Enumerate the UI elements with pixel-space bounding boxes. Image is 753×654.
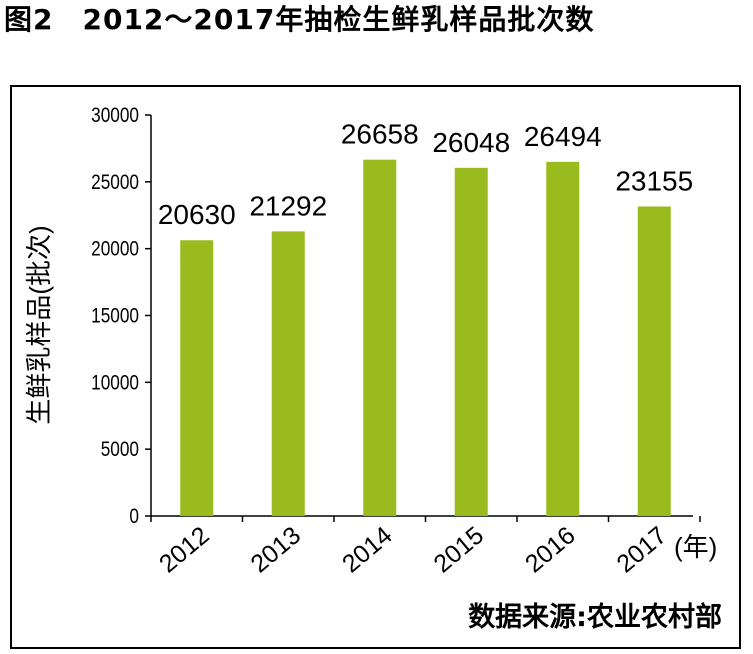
bar bbox=[454, 167, 488, 516]
y-tick-label: 10000 bbox=[91, 372, 139, 395]
x-tick-label: 2016 bbox=[520, 521, 581, 578]
y-tick-label: 0 bbox=[129, 506, 139, 529]
x-axis: 2012 2013 2014 2015 2016 2017 bbox=[150, 515, 701, 578]
x-tick-label: 2017 bbox=[611, 521, 672, 578]
y-axis-title: 生鲜乳样品(批次) bbox=[24, 225, 54, 424]
y-tick-label: 25000 bbox=[91, 171, 139, 194]
bar bbox=[271, 231, 305, 517]
figure-title: 图2 2012～2017年抽检生鲜乳样品批次数 bbox=[4, 3, 595, 36]
bar bbox=[180, 240, 214, 516]
x-tick-label: 2013 bbox=[245, 521, 306, 578]
data-source-note: 数据来源:农业农村部 bbox=[468, 601, 722, 633]
y-tick-label: 30000 bbox=[91, 105, 139, 128]
x-tick-label: 2014 bbox=[337, 521, 398, 578]
bar bbox=[363, 159, 397, 517]
data-label: 21292 bbox=[249, 190, 327, 221]
y-tick-label: 15000 bbox=[91, 305, 139, 328]
data-label: 26048 bbox=[432, 127, 510, 158]
data-label: 20630 bbox=[158, 199, 236, 230]
y-tick-label: 20000 bbox=[91, 238, 139, 261]
bar bbox=[546, 161, 580, 517]
data-label: 26494 bbox=[524, 121, 602, 152]
x-tick-label: 2012 bbox=[154, 521, 215, 578]
bars bbox=[180, 159, 671, 517]
y-tick-label: 5000 bbox=[101, 439, 139, 462]
x-axis-unit-label: (年) bbox=[674, 532, 717, 562]
data-label: 26658 bbox=[341, 119, 419, 150]
chart-frame bbox=[10, 85, 741, 649]
data-labels: 20630 21292 26658 26048 26494 23155 bbox=[158, 119, 693, 231]
bar bbox=[637, 206, 671, 517]
x-tick-label: 2015 bbox=[428, 521, 489, 578]
data-label: 23155 bbox=[615, 165, 693, 196]
y-axis: 0 5000 10000 15000 20000 25000 30000 bbox=[91, 105, 152, 529]
